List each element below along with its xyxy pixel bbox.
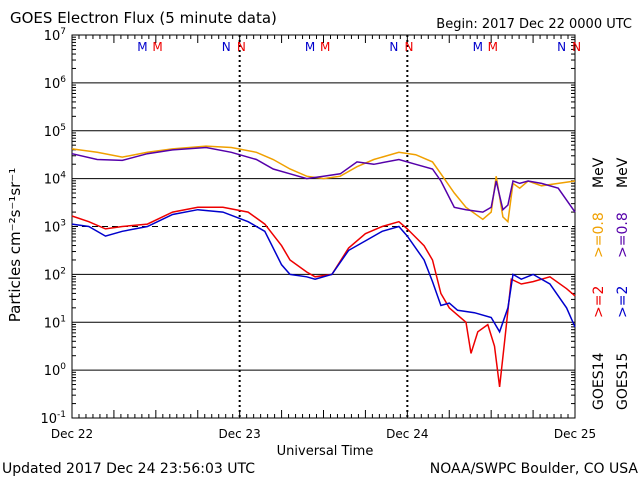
x-axis-label: Universal Time	[277, 444, 374, 459]
series-line	[71, 208, 576, 334]
marker-label: M	[473, 40, 483, 54]
y-tick-label: 102	[44, 266, 66, 283]
x-axis: Dec 22 Dec 23 Dec 24 Dec 25	[51, 427, 596, 441]
series-line	[71, 146, 576, 213]
legend-goes14-gt08: >=0.8	[591, 212, 607, 258]
x-tick-label: Dec 24	[386, 427, 428, 441]
plot-area	[71, 34, 576, 419]
marker-label: N	[389, 40, 398, 54]
legend-goes14-gt2: >=2	[591, 286, 607, 318]
y-tick-label: 104	[44, 171, 67, 188]
credit: NOAA/SWPC Boulder, CO USA	[430, 461, 639, 477]
series-layer	[71, 145, 576, 387]
legend-mev-1: MeV	[591, 157, 607, 188]
marker-label: M	[152, 40, 162, 54]
y-tick-label: 105	[44, 123, 66, 140]
marker-label: N	[405, 40, 414, 54]
marker-label: M	[488, 40, 498, 54]
y-axis: 10-1 100 101 102 103 104 105 106 107	[40, 27, 66, 427]
y-tick-label: 106	[44, 75, 67, 92]
series-line	[71, 145, 576, 224]
y-tick-label: 10-1	[40, 410, 66, 427]
marker-label: M	[137, 40, 147, 54]
y-tick-label: 107	[44, 27, 66, 44]
y-axis-label: Particles cm⁻²s⁻¹sr⁻¹	[6, 168, 24, 322]
x-tick-label: Dec 23	[219, 427, 261, 441]
legend-goes15: GOES15	[615, 353, 631, 410]
y-tick-label: 100	[44, 362, 67, 379]
begin-date: Begin: 2017 Dec 22 0000 UTC	[436, 17, 632, 32]
legend-mev-2: MeV	[615, 157, 631, 188]
x-tick-label: Dec 22	[51, 427, 93, 441]
legend: GOES14 GOES15 >=2 >=2 >=0.8 >=0.8 MeV Me…	[591, 157, 631, 410]
y-tick-label: 101	[44, 314, 66, 331]
x-tick-label: Dec 25	[554, 427, 596, 441]
marker-label: M	[305, 40, 315, 54]
updated-timestamp: Updated 2017 Dec 24 23:56:03 UTC	[2, 461, 255, 477]
marker-label: N	[222, 40, 231, 54]
marker-label: N	[557, 40, 566, 54]
legend-goes15-gt08: >=0.8	[615, 212, 631, 258]
chart-title: GOES Electron Flux (5 minute data)	[10, 9, 277, 27]
y-tick-label: 103	[44, 219, 66, 236]
series-line	[71, 206, 576, 387]
marker-label: M	[320, 40, 330, 54]
marker-label: N	[572, 40, 581, 54]
legend-goes15-gt2: >=2	[615, 286, 631, 318]
legend-goes14: GOES14	[591, 352, 607, 410]
marker-label: N	[237, 40, 246, 54]
